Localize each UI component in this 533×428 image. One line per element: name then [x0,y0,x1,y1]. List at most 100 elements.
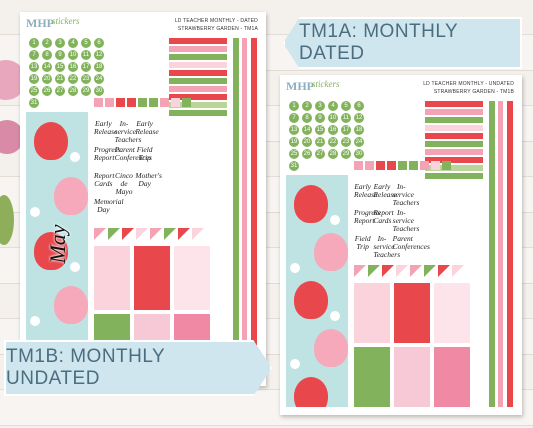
bar-sticker [425,117,483,123]
square-sticker [442,161,451,170]
word-sticker: Cinco de Mayo [115,171,133,196]
day-circle: 7 [29,50,39,60]
day-circle: 27 [315,149,325,159]
day-circle: 11 [81,50,91,60]
flag-sticker [108,228,120,240]
header-line: STRAWBERRY GARDEN - TM1A [177,26,258,32]
logo: MHP [26,16,54,30]
day-circle: 20 [302,137,312,147]
day-circle: 7 [289,113,299,123]
day-circle: 15 [315,125,325,135]
flag-sticker [382,265,394,277]
block-sticker [134,246,170,310]
bar-sticker [169,38,227,44]
block-sticker [434,283,470,343]
stripe-sticker [498,101,503,407]
flag-sticker [164,228,176,240]
day-circle: 5 [81,38,91,48]
banner-text: TM1B: MONTHLY UNDATED [6,346,165,389]
header-line: LD TEACHER MONTHLY - UNDATED [423,81,514,87]
square-sticker [420,161,429,170]
word-sticker: Parent Conferences [114,145,152,162]
stripe-sticker [233,38,239,378]
day-circle: 19 [29,74,39,84]
word-sticker: Field Trip [136,145,153,162]
square-sticker [365,161,374,170]
flag-sticker [136,228,148,240]
day-circle: 22 [68,74,78,84]
flag-sticker [452,265,464,277]
flag-sticker [192,228,204,240]
flower [30,206,40,217]
day-circle: 26 [302,149,312,159]
day-circle: 16 [328,125,338,135]
square-sticker [431,161,440,170]
bar-sticker [169,70,227,76]
block-sticker [434,347,470,407]
day-circle: 12 [94,50,104,60]
top-banner: TM1A: MONTHLY DATED [283,17,522,69]
day-circle: 23 [81,74,91,84]
square-sticker [149,98,158,107]
square-sticker [398,161,407,170]
day-circle: 23 [341,137,351,147]
bar-sticker [169,46,227,52]
square-sticker [182,98,191,107]
flag-sticker [438,265,450,277]
day-circle: 2 [42,38,52,48]
day-circle: 10 [328,113,338,123]
square-sticker [105,98,114,107]
strawberry [34,122,68,160]
word-sticker: In-service Teachers [373,234,401,259]
day-circle: 6 [94,38,104,48]
strawberry [54,286,88,325]
day-circle: 15 [55,62,65,72]
word-sticker: Early Release [135,119,159,136]
flag-sticker [94,228,106,240]
sticker-sheet: MHP stickers LD TEACHER MONTHLY - UNDATED S… [280,75,522,415]
square-sticker [160,98,169,107]
flower [330,311,340,321]
word-sticker: Report Cards [94,171,115,188]
day-circle: 9 [315,113,325,123]
flag-sticker [396,265,408,277]
flag-sticker [424,265,436,277]
day-circle: 25 [289,149,299,159]
strawberry [34,231,68,270]
word-sticker: In-service Teachers [392,182,420,207]
word-sticker: Early Release [373,182,397,199]
word-sticker: Field Trip [354,234,371,251]
bar-sticker [425,133,483,139]
bar-sticker [425,149,483,155]
day-circle: 14 [42,62,52,72]
day-circle: 14 [302,125,312,135]
sticker-sheet: MHP stickers LD TEACHER MONTHLY - DATED STR… [20,12,266,386]
flag-sticker [178,228,190,240]
word-sticker: In-service Teachers [392,208,420,233]
flag-sticker [150,228,162,240]
square-sticker [387,161,396,170]
logo: MHP [286,79,314,93]
strawberry [54,176,88,215]
square-sticker [376,161,385,170]
stripe-sticker [489,101,495,407]
day-circle: 29 [341,149,351,159]
header-line: LD TEACHER MONTHLY - DATED [174,18,258,24]
bar-sticker [169,102,227,108]
logo-sub: stickers [52,16,80,26]
square-sticker [409,161,418,170]
square-sticker [127,98,136,107]
day-circle: 3 [55,38,65,48]
bar-sticker [169,86,227,92]
day-circle: 28 [68,86,78,96]
strawberry [314,233,348,271]
block-sticker [94,246,130,310]
day-circle: 1 [29,38,39,48]
square-sticker [354,161,363,170]
block-sticker [354,283,390,343]
flag-sticker [410,265,422,277]
word-sticker: Memorial Day [94,197,124,214]
day-circle: 13 [289,125,299,135]
strawberry-panel [286,175,348,407]
flag-sticker [368,265,380,277]
